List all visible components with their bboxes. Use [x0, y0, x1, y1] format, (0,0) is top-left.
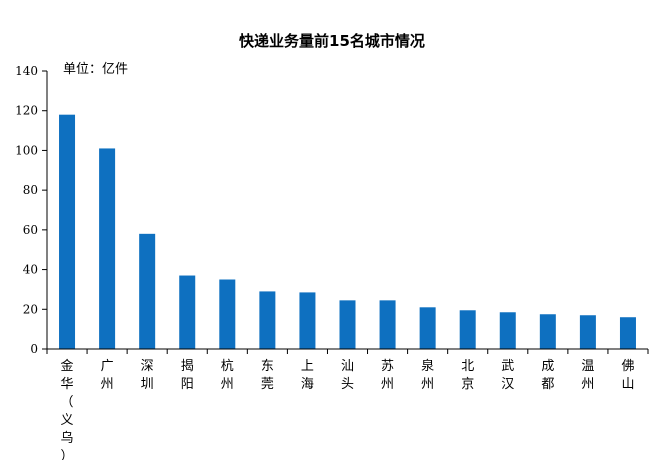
bar	[499, 312, 516, 349]
x-tick-label: 苏州	[381, 358, 394, 392]
bar	[539, 314, 556, 349]
bar	[99, 148, 116, 349]
bar	[619, 317, 636, 349]
bars	[59, 114, 636, 349]
y-tick-label: 80	[23, 183, 38, 197]
bar	[419, 307, 436, 349]
bar	[179, 275, 196, 349]
bar	[259, 291, 276, 349]
x-tick-label: 东莞	[261, 359, 274, 392]
x-tick-label: 汕头	[341, 359, 354, 392]
bar	[219, 279, 236, 349]
x-tick-label: 温州	[581, 359, 594, 392]
bar	[459, 310, 476, 349]
y-tick-label: 100	[15, 143, 38, 157]
x-tick-label: 广州	[101, 359, 114, 392]
chart-title: 快递业务量前15名城市情况	[239, 32, 425, 50]
bar	[339, 300, 356, 349]
bar	[139, 233, 156, 349]
x-tick-label: 成都	[541, 359, 554, 392]
x-tick-label: 武汉	[501, 359, 514, 392]
y-tick-label: 120	[15, 104, 38, 118]
y-tick-label: 40	[23, 263, 38, 277]
x-tick-label: 深圳	[141, 359, 154, 392]
x-tick-label: 泉州	[421, 358, 434, 392]
bar	[379, 300, 396, 349]
y-tick-label: 60	[23, 223, 38, 237]
x-tick-label: 金华（义乌）	[61, 358, 74, 460]
y-tick-label: 0	[30, 342, 38, 356]
bar	[299, 292, 316, 349]
x-tick-label: 揭阳	[181, 359, 194, 392]
bar	[579, 315, 596, 349]
y-axis: 0 20 40 60 80 100 120 140	[15, 64, 48, 356]
y-tick-label: 140	[15, 64, 38, 78]
unit-label: 单位：亿件	[63, 62, 128, 77]
x-tick-label: 佛山	[621, 359, 634, 392]
x-tick-label: 杭州	[221, 359, 234, 392]
bar	[59, 114, 76, 349]
x-tick-label: 上海	[301, 359, 314, 392]
x-tick-label: 北京	[461, 359, 474, 392]
y-tick-label: 20	[23, 302, 38, 316]
